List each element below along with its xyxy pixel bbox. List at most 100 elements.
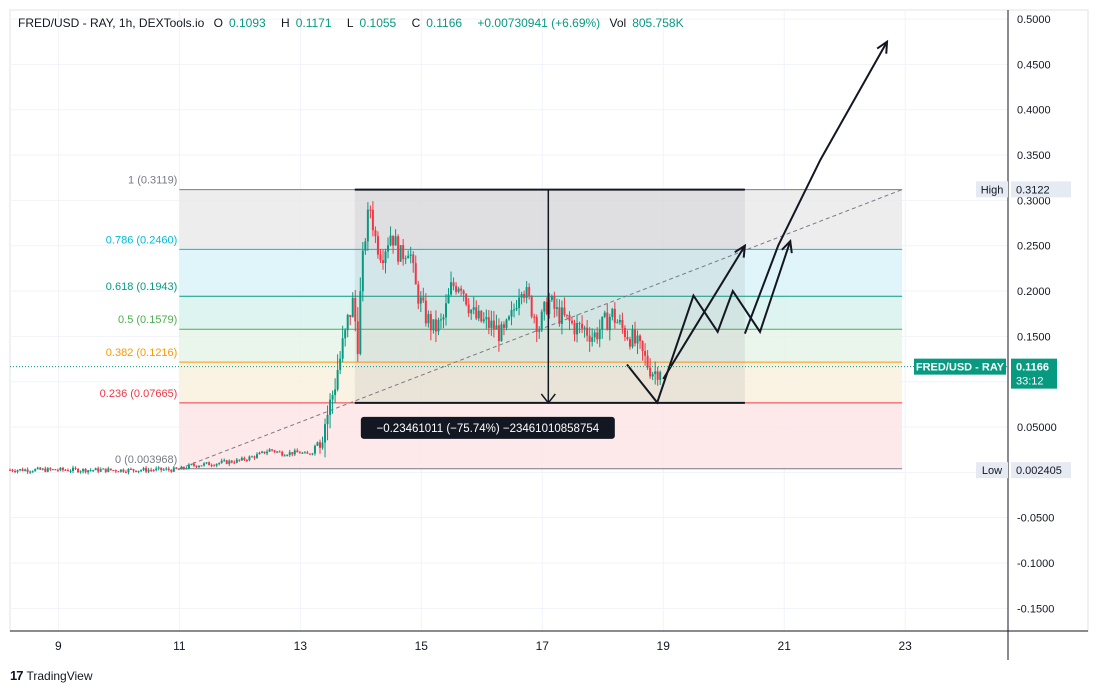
candle-body xyxy=(180,466,183,470)
candle-body xyxy=(490,320,493,328)
low-marker-value: 0.002405 xyxy=(1016,465,1062,477)
candle-body xyxy=(409,254,412,256)
candle-body xyxy=(472,307,475,310)
candle-body xyxy=(452,282,455,287)
candle-body xyxy=(603,312,606,317)
candle-body xyxy=(349,314,352,318)
candle-body xyxy=(460,288,463,291)
candle-body xyxy=(533,316,536,318)
candle-body xyxy=(359,291,362,354)
candle-body xyxy=(190,464,193,466)
candle-body xyxy=(170,469,173,472)
candle-body xyxy=(308,453,311,455)
x-tick-label: 11 xyxy=(173,639,186,653)
candle-body xyxy=(140,470,143,472)
candle-body xyxy=(223,460,226,462)
y-tick-label: 0.1500 xyxy=(1017,331,1051,343)
candle-body xyxy=(341,338,344,359)
candle-body xyxy=(51,469,54,471)
candle-body xyxy=(281,451,284,456)
candle-body xyxy=(11,469,14,471)
candle-body xyxy=(497,325,500,342)
close-value: 0.1166 xyxy=(426,16,463,30)
candle-body xyxy=(132,469,135,471)
candle-body xyxy=(626,337,629,340)
candle-body xyxy=(510,310,513,317)
candle-body xyxy=(34,469,37,472)
candle-body xyxy=(276,451,279,453)
candle-body xyxy=(387,245,390,252)
candle-body xyxy=(402,245,405,259)
candle-body xyxy=(296,450,299,453)
candle-body xyxy=(366,209,369,242)
candle-body xyxy=(543,301,546,312)
candle-body xyxy=(41,468,44,470)
dashed-trendline xyxy=(179,189,903,470)
fib-level-label: 0.5 (0.1579) xyxy=(118,314,177,326)
low-marker-value-box xyxy=(1011,462,1071,479)
candle-body xyxy=(427,314,430,324)
candle-body xyxy=(596,332,599,340)
tradingview-branding[interactable]: 17 TradingView xyxy=(10,668,93,683)
candle-body xyxy=(545,301,548,315)
candle-body xyxy=(502,324,505,328)
candle-body xyxy=(94,468,97,471)
symbol-tag-label: FRED/USD - RAY xyxy=(916,362,1005,374)
candle-body xyxy=(555,307,558,309)
candle-body xyxy=(220,460,223,463)
candle-body xyxy=(298,452,301,454)
candle-body xyxy=(142,468,145,471)
candle-body xyxy=(485,317,488,320)
high-marker-value: 0.3122 xyxy=(1016,184,1050,196)
candle-body xyxy=(482,319,485,322)
candle-body xyxy=(225,460,228,464)
candle-body xyxy=(255,454,258,458)
candle-body xyxy=(374,230,377,237)
y-tick-label: 0.5000 xyxy=(1017,14,1051,26)
candle-body xyxy=(394,236,397,246)
candle-body xyxy=(59,467,62,471)
open-value: 0.1093 xyxy=(228,16,266,30)
candle-body xyxy=(616,322,619,324)
candle-body xyxy=(185,468,188,470)
high-value: 0.1171 xyxy=(295,16,332,30)
candle-body xyxy=(109,468,112,471)
candle-body xyxy=(644,351,647,356)
candle-body xyxy=(568,314,571,321)
candle-body xyxy=(248,456,251,461)
candle-body xyxy=(200,465,203,467)
candle-body xyxy=(432,319,435,331)
projection-arrow-1 xyxy=(662,245,746,380)
candle-body xyxy=(46,468,49,472)
projection-arrow-1-head xyxy=(734,243,747,258)
candle-body xyxy=(334,389,337,396)
candle-body xyxy=(129,468,132,470)
candle-body xyxy=(515,308,518,310)
candle-body xyxy=(326,414,329,425)
candle-body xyxy=(318,442,321,448)
candle-body xyxy=(429,314,432,331)
measure-box xyxy=(354,189,745,403)
candle-body xyxy=(397,236,400,262)
candle-body xyxy=(72,467,75,471)
candle-body xyxy=(364,241,367,251)
candle-body xyxy=(578,323,581,325)
candle-body xyxy=(422,297,425,301)
candle-body xyxy=(243,457,246,460)
candle-body xyxy=(150,469,153,471)
candle-body xyxy=(291,452,294,455)
candle-body xyxy=(336,370,339,390)
candle-body xyxy=(636,335,639,344)
candle-body xyxy=(384,251,387,264)
y-tick-label: 0.4000 xyxy=(1017,105,1051,117)
candle-body xyxy=(39,467,42,470)
candle-body xyxy=(210,465,213,467)
candle-body xyxy=(356,321,359,354)
candle-body xyxy=(313,445,316,454)
symbol-title[interactable]: FRED/USD - RAY, 1h, DEXTools.io xyxy=(18,16,205,30)
measure-label-box xyxy=(360,416,615,439)
candle-body xyxy=(162,469,165,471)
candle-body xyxy=(266,451,269,454)
candle-body xyxy=(339,358,342,371)
